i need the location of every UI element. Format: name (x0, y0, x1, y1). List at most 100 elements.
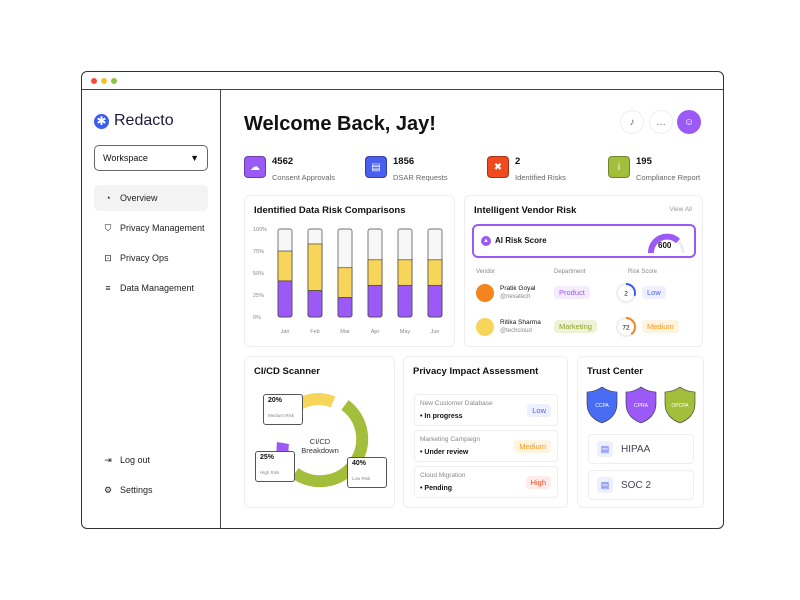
bar-high[interactable] (427, 284, 443, 318)
trust-center-card: Trust Center CCPA CPRA OPCPA ▤ HIPAA ▤ SOC 2 (577, 356, 704, 508)
bar-high[interactable] (307, 290, 323, 318)
notifications-button[interactable]: ♪ (620, 110, 644, 134)
stat-item[interactable]: i 195 Compliance Report (608, 156, 700, 185)
status-text: Under review (424, 449, 469, 456)
logout-button[interactable]: ⇥ Log out (94, 447, 208, 473)
assessment-item[interactable]: Marketing Campaign • Under review Medium (414, 430, 558, 462)
badge-label: OPCPA (671, 403, 689, 409)
bar-high[interactable] (367, 284, 383, 318)
view-all-link[interactable]: View All (669, 206, 692, 213)
assessment-name: New Customer Database (420, 400, 493, 407)
assessment-name: Cloud Migration (420, 472, 466, 479)
shield-badge-opcpa[interactable]: OPCPA (664, 386, 696, 424)
stat-item[interactable]: ☁ 4562 Consent Approvals (244, 156, 335, 185)
vendor-name: Ritika Sharma (500, 319, 541, 326)
bar-medium[interactable] (427, 259, 443, 286)
label-low: 40% Low Risk (347, 457, 387, 488)
sidebar-item-overview[interactable]: ◔ Overview (94, 185, 208, 211)
col-header: Vendor (476, 269, 496, 275)
workspace-select[interactable]: Workspace ▼ (94, 145, 208, 171)
warning-icon: ▲ (481, 236, 491, 246)
app-window: ✱ Redacto Workspace ▼ ◔ Overview ⛉ Privacy M… (81, 71, 724, 529)
col-header: Risk Score (628, 269, 658, 275)
caret-down-icon: ▼ (190, 153, 199, 163)
logo: ✱ Redacto (94, 112, 174, 130)
doc-soc2[interactable]: ▤ SOC 2 (588, 470, 694, 500)
bell-icon: ♪ (629, 116, 635, 128)
stat-item[interactable]: ▤ 1856 DSAR Requests (365, 156, 448, 185)
x-tick-label: Apr (371, 329, 380, 335)
sidebar-item-privacy-management[interactable]: ⛉ Privacy Management (94, 215, 208, 241)
score-gauge (647, 233, 685, 254)
y-tick-label: 100% (253, 227, 267, 233)
nav-label: Log out (120, 455, 151, 465)
cicd-scanner-card: CI/CD Scanner CI/CD Breakdown 20% Medium … (244, 356, 395, 508)
stat-icon: ▤ (365, 156, 387, 178)
y-tick-label: 25% (253, 293, 264, 299)
assessment-item[interactable]: Cloud Migration • Pending High (414, 466, 558, 498)
label-high: 25% High Risk (255, 451, 295, 482)
svg-text:2: 2 (624, 291, 628, 298)
messages-button[interactable]: … (649, 110, 673, 134)
gear-icon: ⚙ (103, 484, 113, 495)
card-title: Intelligent Vendor Risk (474, 205, 577, 216)
bar-medium[interactable] (367, 259, 383, 286)
sidebar-item-data-management[interactable]: ≡ Data Management (94, 275, 208, 301)
bar-high[interactable] (397, 284, 413, 318)
page-title: Welcome Back, Jay! (244, 113, 436, 135)
app-name: Redacto (114, 112, 174, 129)
chart-icon: ◔ (105, 193, 111, 203)
card-title: Trust Center (587, 366, 643, 377)
avatar[interactable]: ☺ (677, 110, 701, 134)
stat-label: Identified Risks (515, 173, 566, 182)
stat-icon: ✖ (487, 156, 509, 178)
shield-badge-ccpa[interactable]: CCPA (586, 386, 618, 424)
doc-hipaa[interactable]: ▤ HIPAA (588, 434, 694, 464)
level-badge: High (525, 476, 551, 489)
bar-chart: 100% 75% 50% 25% 0% Jan Feb Mar Apr May Jun (253, 227, 443, 335)
maximize-dot[interactable] (111, 78, 117, 84)
settings-button[interactable]: ⚙ Settings (94, 477, 208, 503)
document-icon: ▤ (597, 441, 613, 457)
badge-label: CPRA (634, 403, 649, 409)
minimize-dot[interactable] (101, 78, 107, 84)
vendor-handle: @techcloud (500, 328, 532, 334)
y-tick-label: 0% (253, 315, 261, 321)
label-medium: 20% Medium Risk (263, 394, 303, 425)
avatar (476, 318, 494, 336)
ai-risk-score-panel: ▲ AI Risk Score 600 (472, 224, 696, 258)
bar-high[interactable] (337, 297, 353, 318)
assessment-status: • Under review (420, 449, 469, 456)
nav-label: Data Management (120, 283, 195, 293)
logout-icon: ⇥ (104, 454, 112, 465)
main-content: Welcome Back, Jay! ♪ … ☺ ☁ 4562 Consent Ap… (222, 90, 723, 528)
x-tick-label: Jun (431, 329, 440, 335)
shield-badge-cpra[interactable]: CPRA (625, 386, 657, 424)
assessment-item[interactable]: New Customer Database • In progress Low (414, 394, 558, 426)
x-tick-label: Jan (281, 329, 290, 335)
level-badge: Medium (514, 440, 551, 453)
bar-medium[interactable] (397, 259, 413, 286)
col-header: Department (554, 269, 586, 275)
chat-icon: … (656, 116, 666, 128)
ai-label: AI Risk Score (495, 236, 547, 245)
bar-high[interactable] (277, 280, 293, 318)
bar-medium[interactable] (307, 243, 323, 291)
stat-item[interactable]: ✖ 2 Identified Risks (487, 156, 566, 185)
close-dot[interactable] (91, 78, 97, 84)
status-text: Pending (424, 485, 453, 492)
avatar (476, 284, 494, 302)
bar-medium[interactable] (277, 250, 293, 282)
donut-center-label: CI/CD Breakdown (301, 437, 339, 455)
title-bar (82, 72, 723, 90)
bar-medium[interactable] (337, 267, 353, 298)
risk-level-badge: Medium (642, 320, 679, 333)
x-tick-label: Feb (310, 329, 319, 335)
svg-text:72: 72 (622, 325, 630, 332)
sidebar-item-privacy-ops[interactable]: ⊡ Privacy Ops (94, 245, 208, 271)
stat-value: 2 (515, 156, 521, 167)
score-ring: 2 (616, 283, 636, 303)
stat-value: 4562 (272, 156, 294, 167)
sidebar: ✱ Redacto Workspace ▼ ◔ Overview ⛉ Privacy M… (82, 90, 221, 528)
document-icon: ▤ (597, 477, 613, 493)
